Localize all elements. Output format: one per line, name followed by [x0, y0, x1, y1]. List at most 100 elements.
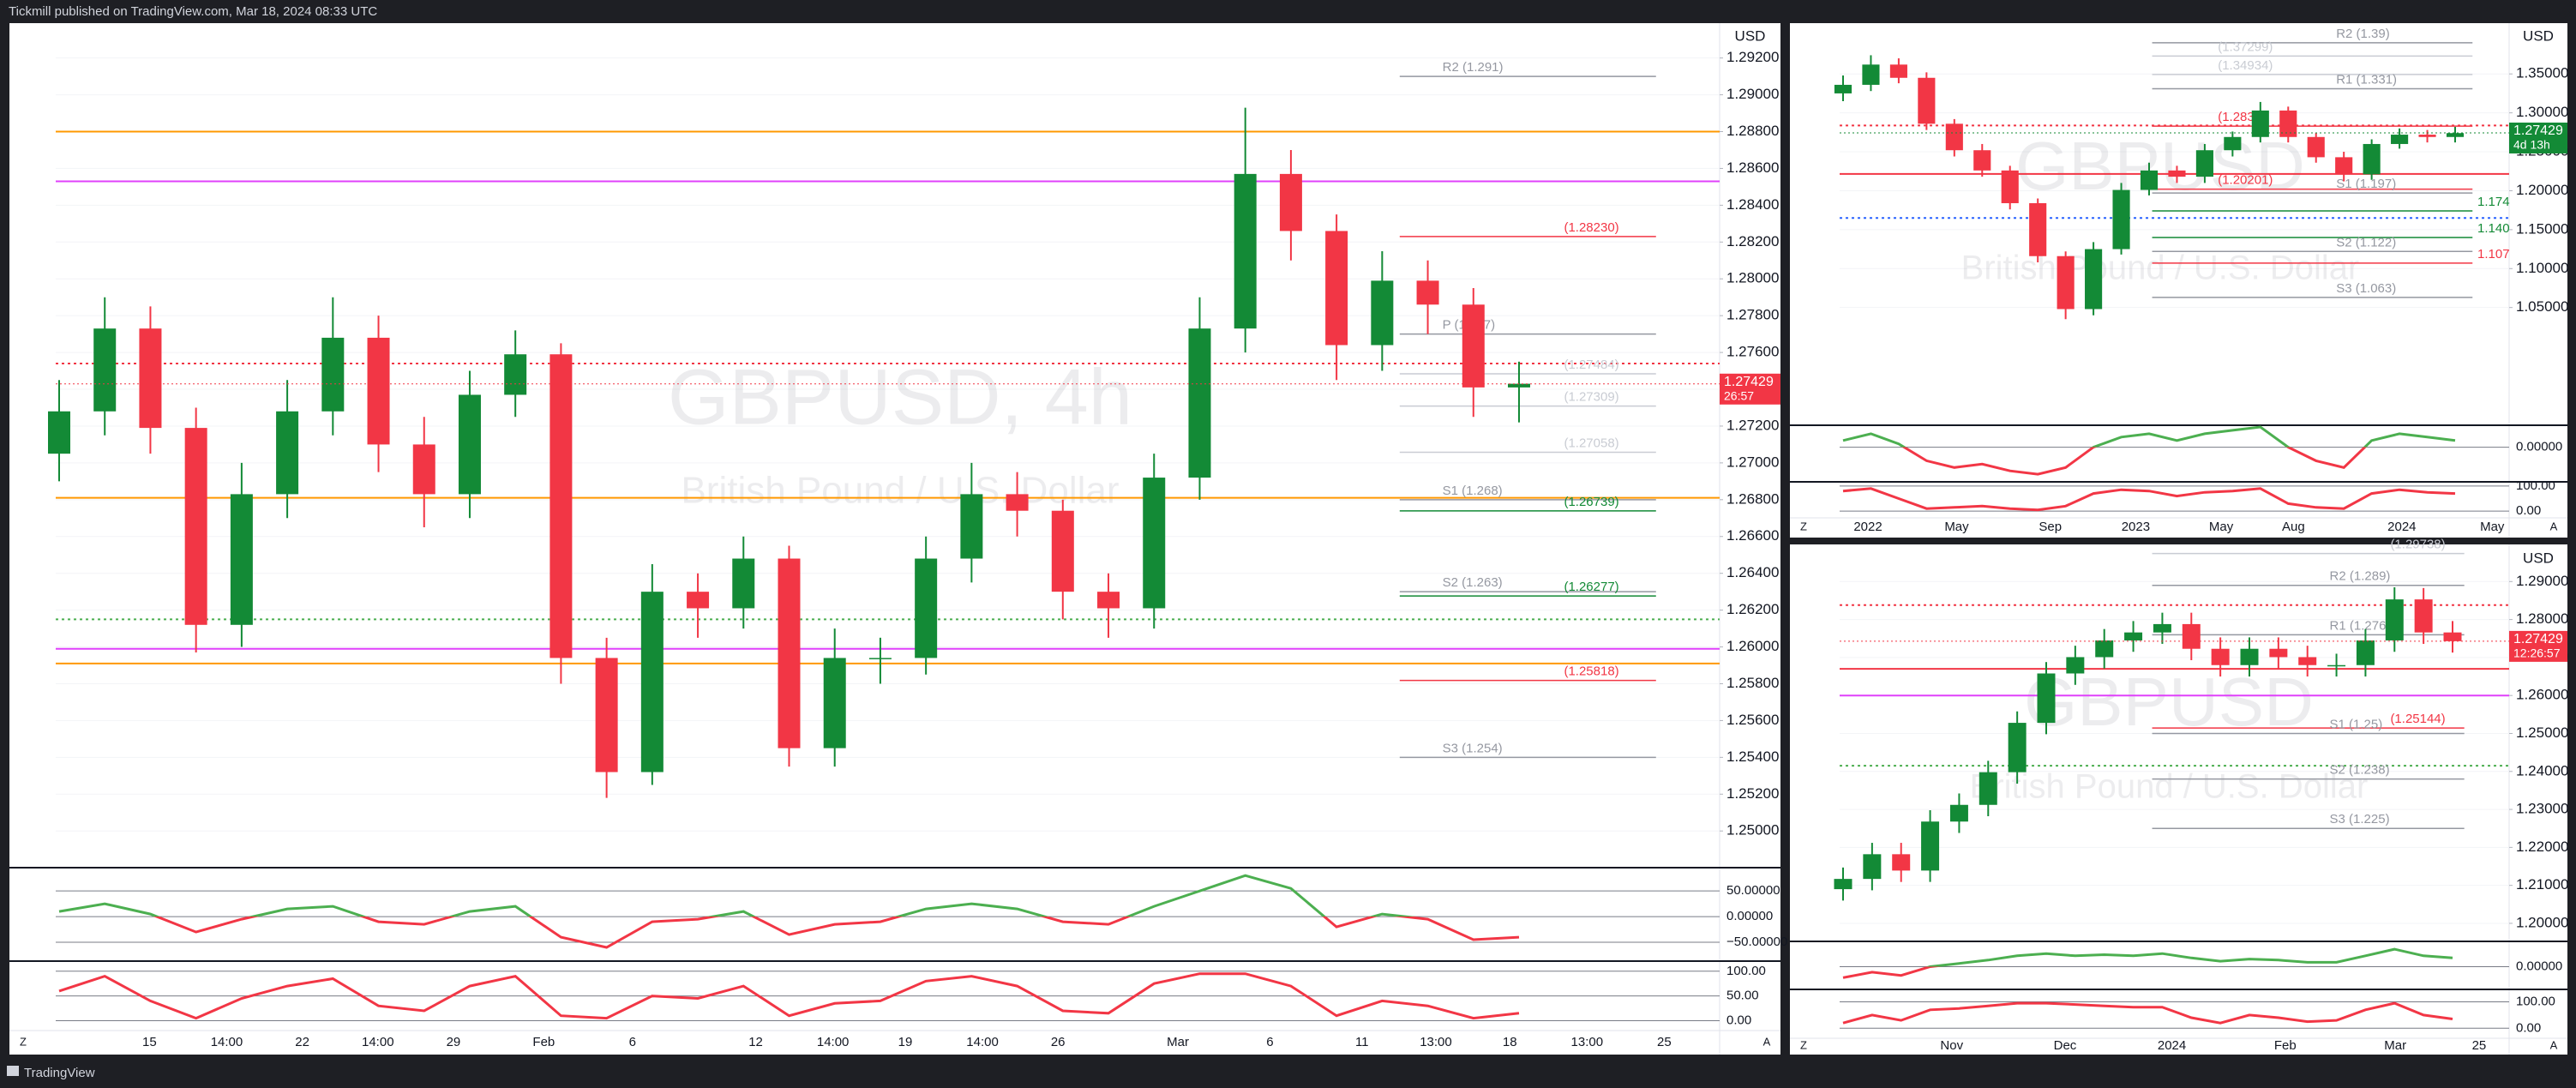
x-tick-label: Dec: [2054, 1038, 2077, 1053]
scale-button[interactable]: A: [2550, 1038, 2558, 1051]
pane-tick-label: 100.00: [1726, 964, 1766, 978]
publish-header: Tickmill published on TradingView.com, M…: [9, 4, 377, 19]
y-tick-label: 1.05000: [2516, 298, 2568, 315]
x-tick-label: 2022: [1853, 520, 1882, 534]
candle-body: [778, 558, 801, 748]
candle-body: [276, 411, 299, 495]
candle-body: [1279, 173, 1302, 231]
y-tick-label: 1.25000: [2516, 724, 2568, 741]
x-tick-label: 12: [748, 1035, 763, 1049]
pivot-level-label: S1 (1.268): [1443, 484, 1503, 498]
candle-body: [2195, 150, 2213, 177]
y-tick-label: 1.10000: [2516, 260, 2568, 276]
candle-body: [1143, 478, 1166, 609]
watermark-subtitle: British Pound / U.S. Dollar: [681, 470, 1119, 512]
x-tick-label: 14:00: [817, 1035, 850, 1049]
pivot-level-label: (1.25144): [2390, 712, 2445, 726]
pivot-level-label: (1.283: [2218, 110, 2255, 124]
x-tick-label: 19: [898, 1035, 913, 1049]
scale-button[interactable]: A: [2550, 520, 2558, 532]
scale-button[interactable]: Z: [20, 1035, 27, 1048]
x-tick-label: 2023: [2122, 520, 2150, 534]
x-tick-label: 2024: [2387, 520, 2416, 534]
x-tick-label: 22: [295, 1035, 309, 1049]
candle-body: [2307, 136, 2325, 158]
pivot-level-label: R2 (1.289): [2330, 569, 2391, 584]
pivot-level-label: 1.107: [2477, 247, 2510, 261]
candle-body: [2269, 648, 2288, 658]
candle-body: [1945, 123, 1963, 151]
candle-body: [687, 592, 710, 609]
candle-body: [1892, 854, 1911, 871]
x-tick-label: Feb: [2274, 1038, 2297, 1053]
x-tick-label: Aug: [2282, 520, 2305, 534]
y-tick-label: 1.29000: [1726, 86, 1779, 102]
countdown-label: 4d 13h: [2513, 138, 2550, 152]
y-tick-label: 1.28600: [1726, 159, 1779, 176]
candle-body: [2085, 249, 2103, 310]
watermark-subtitle: British Pound / U.S. Dollar: [1961, 249, 2360, 287]
x-tick-label: 14:00: [966, 1035, 999, 1049]
scale-button[interactable]: Z: [1800, 1038, 1807, 1051]
y-tick-label: 1.22000: [2516, 839, 2568, 855]
y-tick-label: 1.20000: [2516, 182, 2568, 198]
candle-body: [1097, 592, 1120, 609]
candle-body: [1973, 150, 1991, 171]
candle-body: [1051, 510, 1074, 592]
candle-body: [1416, 280, 1439, 305]
scale-button[interactable]: Z: [1800, 520, 1807, 532]
candle-body: [230, 494, 253, 625]
y-tick-label: 1.25400: [1726, 748, 1779, 765]
watermark-subtitle: British Pound / U.S. Dollar: [1970, 768, 2369, 806]
scale-button[interactable]: A: [1763, 1035, 1771, 1048]
candle-body: [595, 658, 618, 772]
candle-body: [2211, 648, 2230, 665]
candle-body: [1325, 231, 1348, 346]
pivot-level-label: R1 (1.276): [2330, 618, 2391, 633]
candle-body: [1462, 304, 1485, 388]
y-tick-label: 1.27000: [1726, 454, 1779, 470]
pivot-level-label: (1.26739): [1564, 495, 1618, 509]
last-price-label: 1.27429: [2513, 123, 2563, 138]
candle-body: [1234, 173, 1257, 329]
candle-body: [2224, 136, 2242, 151]
y-tick-label: 1.21000: [2516, 876, 2568, 893]
pane-tick-label: −50.00000: [1726, 935, 1787, 949]
pivot-level-label: S2 (1.263): [1443, 575, 1503, 590]
candle-body: [2385, 599, 2404, 640]
x-tick-label: 13:00: [1420, 1035, 1452, 1049]
y-tick-label: 1.20000: [2516, 914, 2568, 930]
pivot-level-label: (1.27309): [1564, 390, 1618, 405]
y-tick-label: 1.26800: [1726, 490, 1779, 507]
pane-tick-label: 0.00000: [2516, 440, 2562, 454]
candle-body: [960, 494, 983, 559]
watermark-title: GBPUSD, 4h: [668, 353, 1132, 441]
y-tick-label: 1.25600: [1726, 712, 1779, 728]
pivot-level-label: S3 (1.254): [1443, 741, 1503, 755]
pane-tick-label: 0.00000: [2516, 959, 2562, 973]
candle-body: [2446, 133, 2465, 137]
candle-body: [2391, 135, 2409, 144]
candle-body: [504, 354, 527, 395]
pane-tick-label: 50.00: [1726, 989, 1759, 1003]
candle-body: [1508, 383, 1530, 388]
candle-body: [2335, 157, 2353, 175]
y-tick-label: 1.28400: [1726, 196, 1779, 213]
y-tick-label: 1.27600: [1726, 344, 1779, 360]
y-tick-label: 1.29200: [1726, 49, 1779, 65]
pivot-level-label: (1.34934): [2218, 58, 2273, 73]
y-tick-label: 1.26400: [1726, 564, 1779, 580]
y-tick-label: 1.26000: [1726, 638, 1779, 654]
candle-body: [2153, 623, 2171, 633]
pivot-level-label: (1.20201): [2218, 173, 2273, 188]
candle-body: [1834, 879, 1852, 890]
y-tick-label: 1.27800: [1726, 307, 1779, 323]
countdown-label: 26:57: [1724, 389, 1754, 403]
footer-brand[interactable]: TradingView: [24, 1066, 95, 1080]
y-tick-label: 1.28000: [2516, 610, 2568, 627]
pane-tick-label: 0.00: [2516, 1020, 2541, 1035]
stochastic-line: [1842, 1001, 2453, 1025]
x-tick-label: 6: [629, 1035, 636, 1049]
candle-body: [2140, 170, 2159, 190]
x-tick-label: 29: [447, 1035, 461, 1049]
